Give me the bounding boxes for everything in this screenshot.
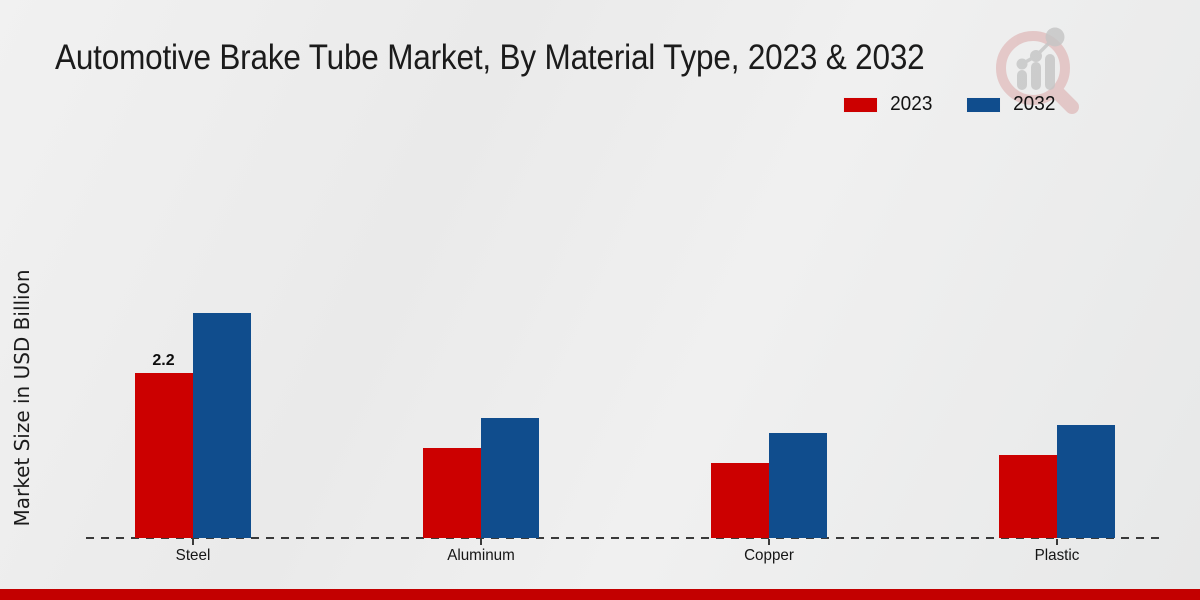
bar-2032-copper <box>768 432 827 538</box>
bar-2023-steel <box>134 372 193 538</box>
bar-2023-aluminum <box>422 447 481 538</box>
bar-2032-aluminum <box>480 417 539 538</box>
x-axis-baseline <box>86 537 1163 539</box>
bar-2032-steel <box>192 312 251 538</box>
legend-item-2032: 2032 <box>965 93 1057 116</box>
magnifier-bar-chart-watermark-icon <box>996 27 1079 114</box>
bar-2023-plastic <box>999 455 1058 538</box>
x-axis-tick-aluminum <box>479 539 482 545</box>
legend-label-2023: 2023 <box>890 93 933 115</box>
bar-value-label: 2.2 <box>152 351 175 369</box>
x-axis-tick-plastic <box>1056 539 1059 545</box>
legend-item-2023: 2023 <box>843 93 934 116</box>
x-axis-category-label-copper: Copper <box>743 547 794 564</box>
legend-swatch-2023 <box>843 96 878 113</box>
chart-title: Automotive Brake Tube Market, By Materia… <box>55 38 925 77</box>
x-axis-tick-steel <box>191 539 194 545</box>
legend-swatch-2032 <box>965 96 1001 113</box>
logo-watermark <box>988 22 1086 118</box>
legend-label-2032: 2032 <box>1012 93 1055 115</box>
x-axis-tick-copper <box>767 539 770 545</box>
bar-2023-copper <box>710 462 769 538</box>
x-axis-category-label-plastic: Plastic <box>1034 547 1080 564</box>
bar-2032-plastic <box>1057 425 1116 538</box>
footer-accent-bar <box>0 589 1200 600</box>
legend: 2023 2032 <box>843 93 1056 116</box>
x-axis-category-label-aluminum: Aluminum <box>446 547 515 564</box>
x-axis-category-label-steel: Steel <box>175 547 210 564</box>
